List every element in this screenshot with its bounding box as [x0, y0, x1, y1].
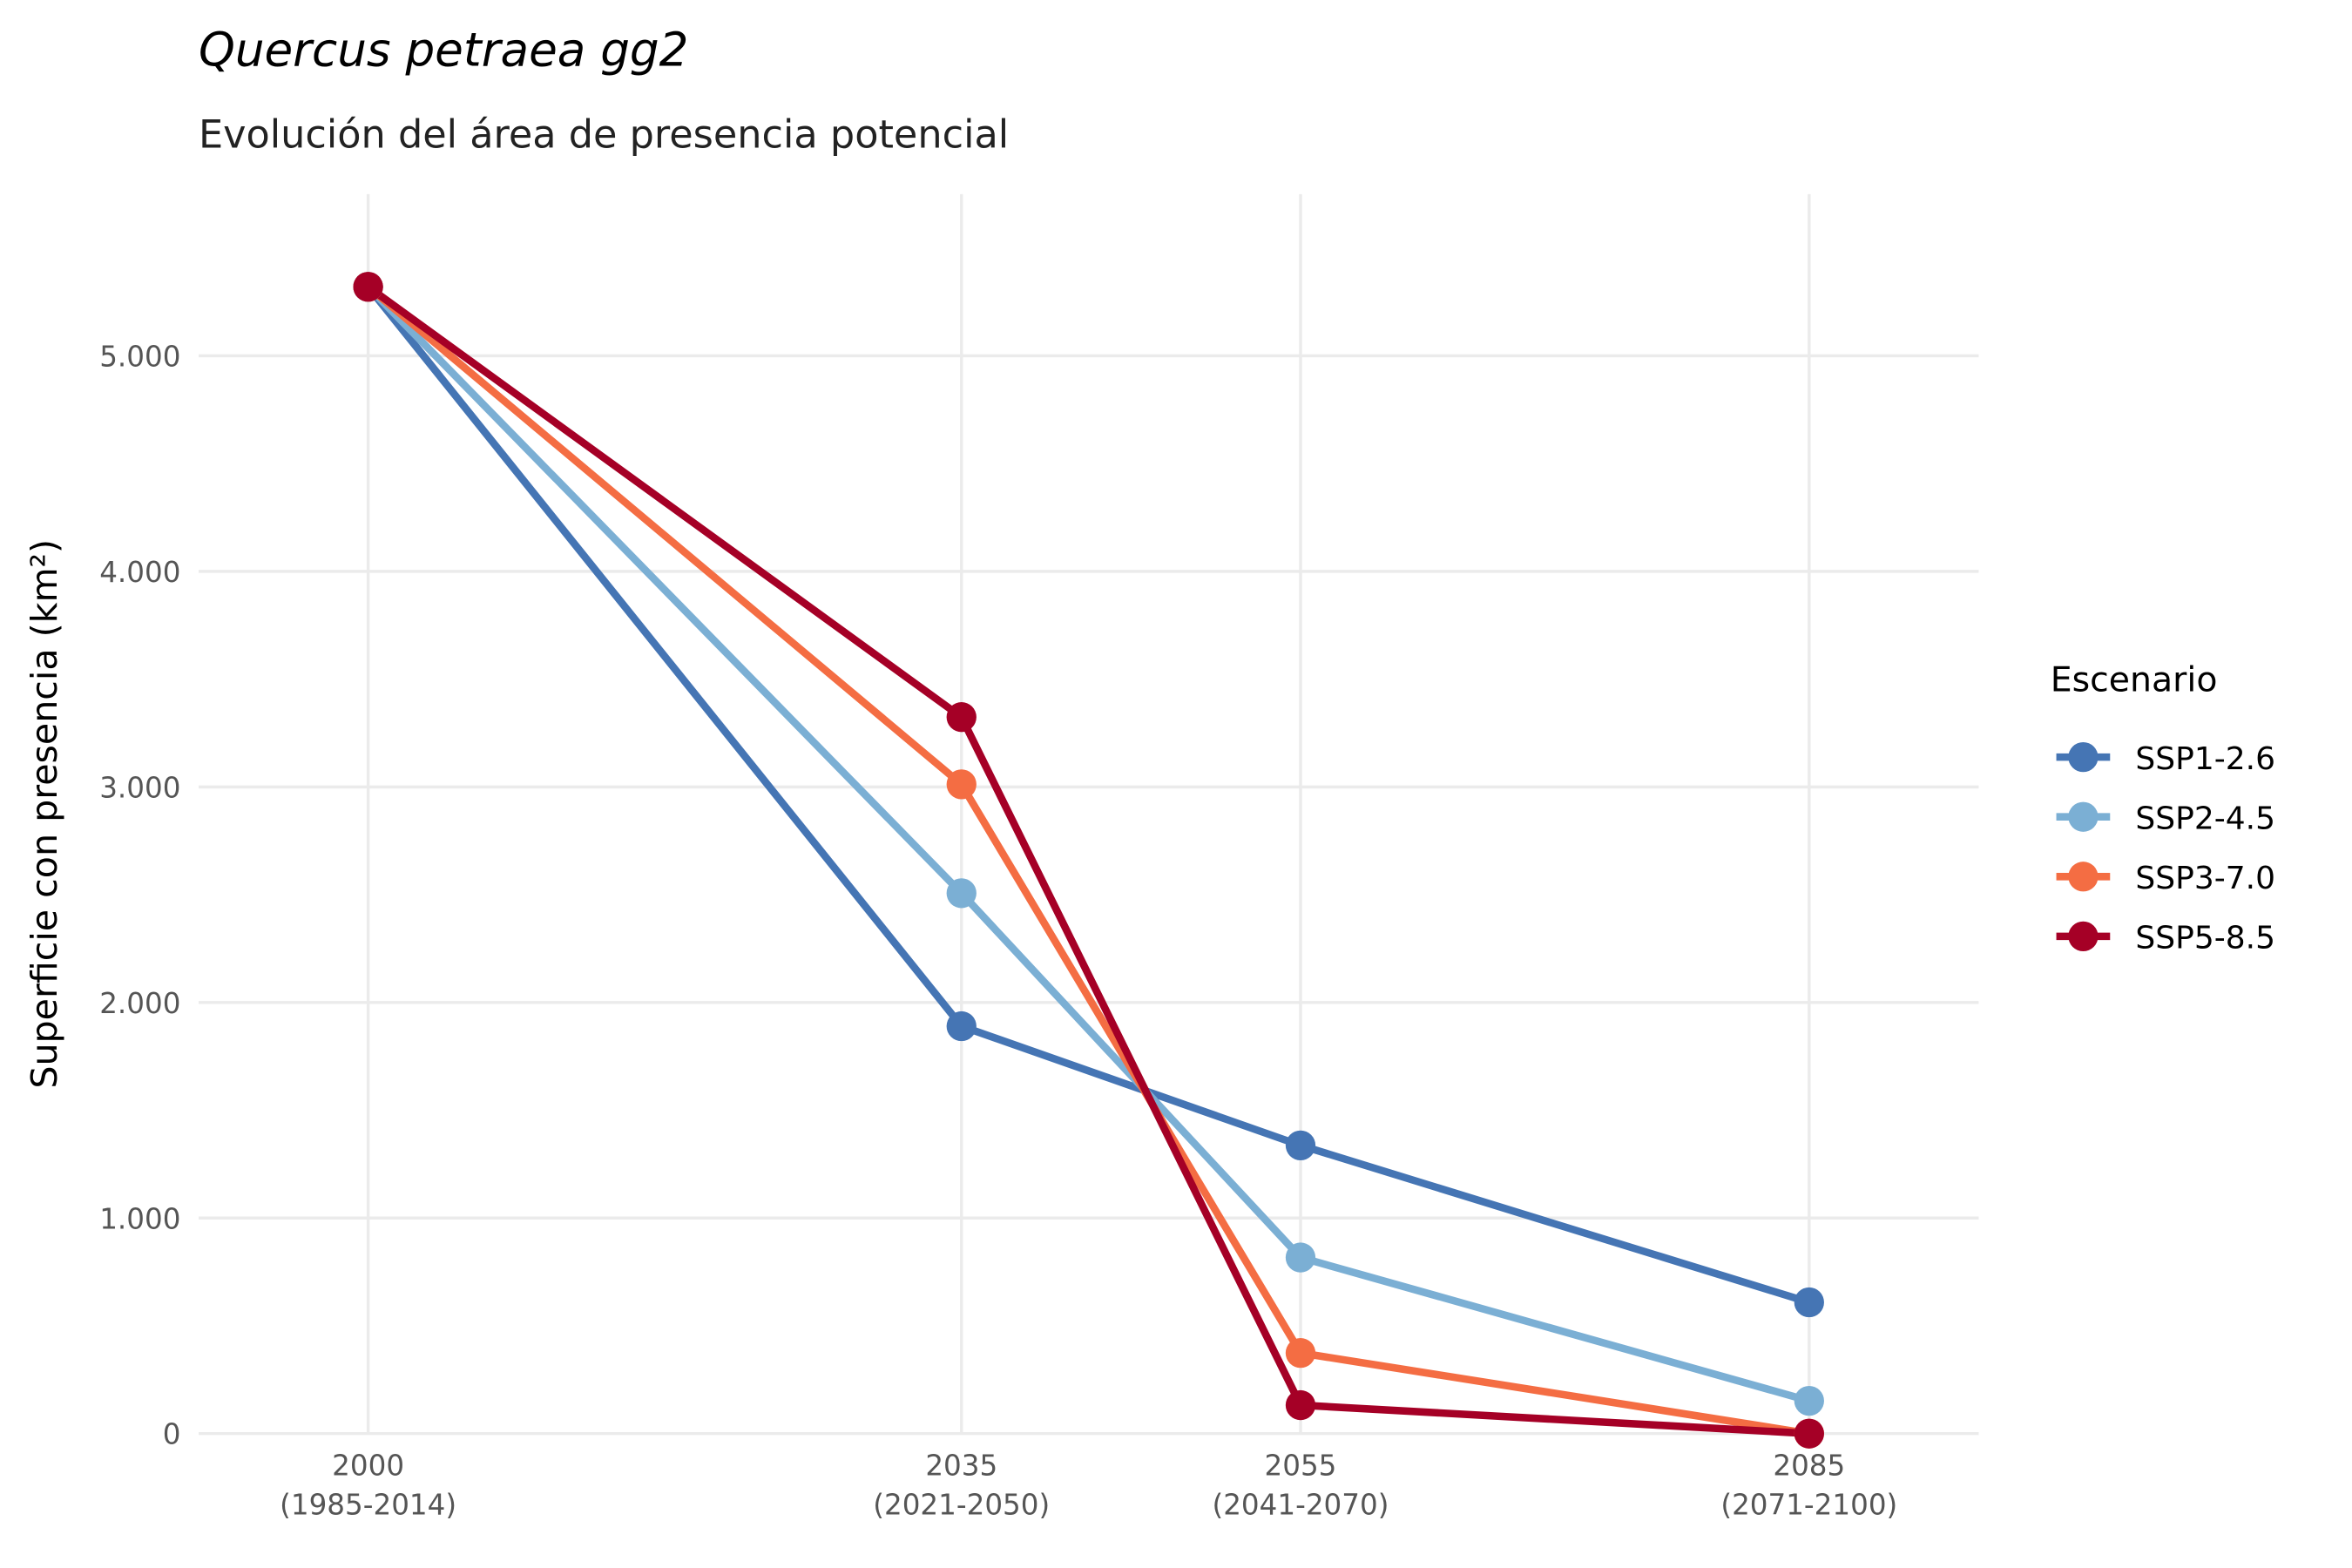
legend-label: SSP3-7.0 [2135, 861, 2275, 896]
legend-label: SSP2-4.5 [2135, 801, 2275, 836]
series-line [365, 284, 1811, 1307]
chart-title: Quercus petraea gg2 [199, 23, 688, 77]
y-tick-label: 4.000 [99, 556, 180, 589]
x-tick-label: 2000 (1985-2014) [280, 1450, 456, 1522]
data-point [946, 702, 977, 733]
data-point [946, 1010, 977, 1042]
y-tick-label: 5.000 [99, 340, 180, 373]
series-line [366, 283, 1810, 1437]
data-point [1285, 1338, 1316, 1369]
data-point [1794, 1418, 1824, 1449]
x-tick-label: 2035 (2021-2050) [873, 1450, 1050, 1522]
data-point [1285, 1130, 1316, 1161]
data-point [1794, 1385, 1824, 1416]
data-point [946, 769, 977, 800]
legend-title: Escenario [2051, 660, 2218, 700]
x-tick-label: 2055 (2041-2070) [1213, 1450, 1389, 1522]
series-line [365, 283, 1810, 1437]
legend-marker [2068, 862, 2099, 892]
legend-label: SSP1-2.6 [2135, 741, 2275, 777]
y-tick-label: 0 [163, 1418, 181, 1451]
y-tick-label: 3.000 [99, 771, 180, 804]
legend-label: SSP5-8.5 [2135, 921, 2275, 956]
legend-marker [2068, 801, 2099, 832]
x-tick-label: 2085 (2071-2100) [1720, 1450, 1897, 1522]
data-point [946, 878, 977, 909]
data-point [1285, 1242, 1316, 1273]
data-point [353, 272, 383, 302]
y-tick-label: 1.000 [99, 1202, 180, 1235]
legend-marker [2068, 921, 2099, 951]
y-tick-label: 2.000 [99, 987, 180, 1020]
data-point [1794, 1287, 1824, 1318]
legend-marker [2068, 742, 2099, 773]
data-point [1285, 1389, 1316, 1421]
y-axis-label: Superficie con presencia (km²) [24, 539, 65, 1089]
chart-subtitle: Evolución del área de presencia potencia… [199, 112, 1009, 158]
